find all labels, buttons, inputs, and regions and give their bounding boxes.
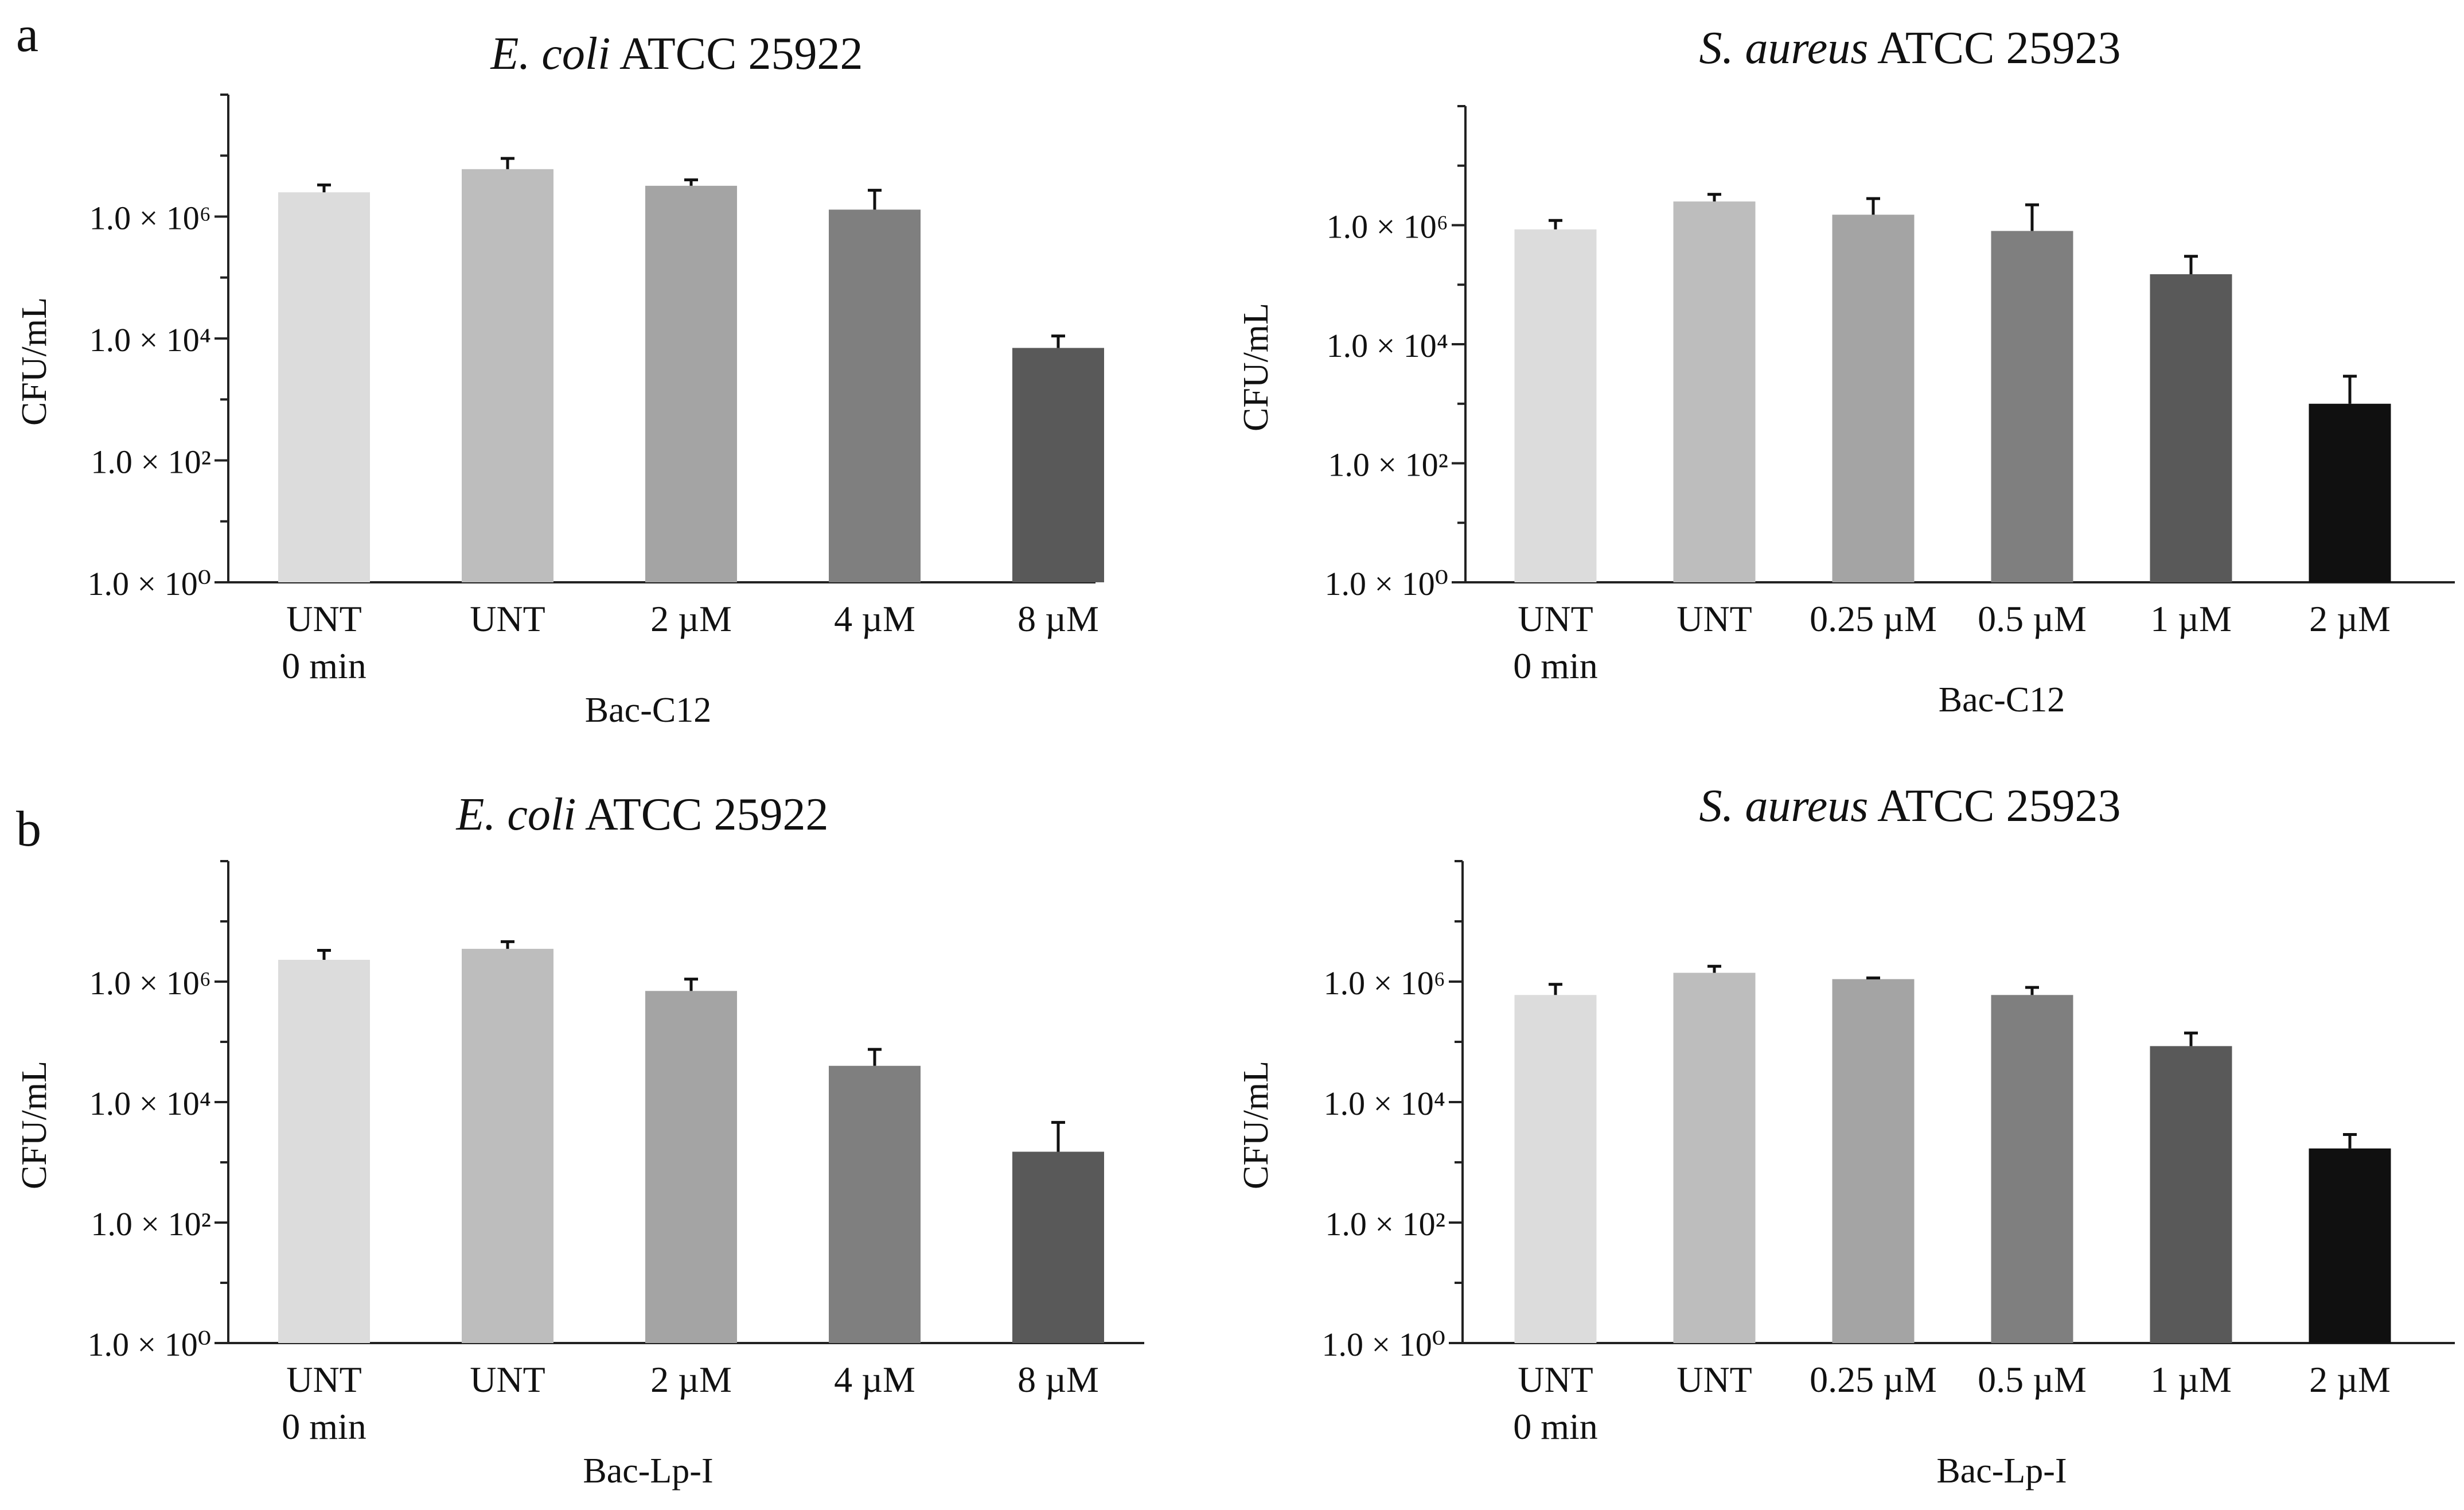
chart-title-species: S. aureus [1699, 23, 1869, 73]
y-tick-label: 1.0 × 10⁰ [88, 1326, 211, 1363]
bar [829, 1065, 921, 1343]
chart-a-ecoli: E. coli ATCC 25922 CFU/mL 1.0 × 10⁰ 1.0 × 1… [15, 29, 1104, 730]
panel-label-a: a [16, 7, 39, 63]
x-tick-label: UNT [1677, 1359, 1752, 1400]
y-tick-label: 1.0 × 10² [91, 443, 211, 481]
x-axis-label: Bac-C12 [585, 691, 711, 730]
y-axis-label: CFU/mL [1237, 303, 1276, 431]
y-tick-label: 1.0 × 10⁶ [89, 200, 211, 237]
y-tick-label: 1.0 × 10² [1328, 446, 1448, 484]
bar [1673, 972, 1756, 1343]
chart-title-species: E. coli [490, 29, 611, 79]
y-tick-label: 1.0 × 10⁶ [1327, 208, 1448, 246]
y-tick-label: 1.0 × 10⁰ [88, 565, 211, 602]
bar [1012, 1151, 1104, 1343]
x-tick-label: UNT [1677, 598, 1752, 639]
bar [278, 960, 370, 1343]
x-tick-label: UNT [470, 1359, 545, 1400]
chart-title: E. coli ATCC 25922 [456, 789, 829, 840]
x-axis-label: Bac-Lp-I [583, 1451, 713, 1490]
bar [2150, 274, 2232, 582]
x-tick-label: 2 µM [650, 598, 732, 639]
chart-title-strain: ATCC 25922 [610, 29, 863, 79]
x-tick-label: 0 min [282, 1406, 367, 1447]
x-axis-label: Bac-Lp-I [1936, 1451, 2067, 1490]
y-tick-label: 1.0 × 10⁴ [1324, 1085, 1445, 1122]
x-tick-label: 1 µM [2150, 598, 2232, 639]
x-tick-label: 0.5 µM [1978, 1359, 2087, 1400]
panel-label-b: b [16, 801, 41, 857]
x-axis-label: Bac-C12 [1939, 680, 2065, 719]
bar [2309, 1148, 2391, 1343]
x-tick-label: 4 µM [834, 1359, 915, 1400]
bar [462, 948, 553, 1343]
chart-title-strain: ATCC 25923 [1868, 23, 2120, 73]
chart-title-species: S. aureus [1699, 781, 1869, 831]
bar [278, 192, 370, 582]
bar [829, 209, 921, 582]
y-tick-label: 1.0 × 10⁶ [1324, 964, 1445, 1002]
y-tick-label: 1.0 × 10⁴ [1327, 327, 1448, 364]
x-tick-label: 2 µM [650, 1359, 732, 1400]
x-tick-label: 2 µM [2309, 598, 2391, 639]
x-tick-label: 1 µM [2150, 1359, 2232, 1400]
bar [645, 185, 737, 582]
y-tick-label: 1.0 × 10⁶ [89, 964, 211, 1002]
y-tick-label: 1.0 × 10⁴ [89, 1085, 211, 1122]
chart-title: S. aureus ATCC 25923 [1699, 23, 2121, 73]
bar [1514, 995, 1597, 1343]
chart-title-species: E. coli [456, 789, 576, 840]
x-tick-label: 0.5 µM [1978, 598, 2087, 639]
x-tick-label: UNT [1518, 598, 1593, 639]
x-tick-label: 0.25 µM [1810, 1359, 1937, 1400]
chart-b-ecoli: E. coli ATCC 25922 CFU/mL 1.0 × 10⁰ 1.0 × 1… [15, 789, 1144, 1490]
y-tick-label: 1.0 × 10⁰ [1322, 1326, 1445, 1363]
y-tick-label: 1.0 × 10⁰ [1325, 565, 1448, 602]
y-axis-label: CFU/mL [1237, 1061, 1276, 1189]
chart-title-strain: ATCC 25923 [1868, 781, 2120, 831]
y-tick-label: 1.0 × 10² [1325, 1205, 1445, 1243]
x-tick-label: 0 min [1513, 1406, 1598, 1447]
x-tick-label: 0.25 µM [1810, 598, 1937, 639]
bar [1673, 201, 1756, 582]
x-tick-label: 8 µM [1017, 1359, 1099, 1400]
bar [1991, 231, 2073, 582]
x-tick-label: 0 min [1513, 645, 1598, 686]
y-tick-label: 1.0 × 10⁴ [89, 321, 211, 359]
x-tick-label: UNT [286, 598, 362, 639]
bar [462, 169, 553, 583]
chart-a-saureus: S. aureus ATCC 25923 CFU/mL 1.0 × 10⁰ 1.0 ×… [1237, 23, 2455, 719]
x-tick-label: 4 µM [834, 598, 915, 639]
bar [2309, 403, 2391, 582]
bar [1514, 229, 1597, 583]
x-tick-label: 2 µM [2309, 1359, 2391, 1400]
x-tick-label: UNT [470, 598, 545, 639]
y-axis-label: CFU/mL [15, 297, 54, 426]
y-tick-label: 1.0 × 10² [91, 1205, 211, 1243]
chart-title: E. coli ATCC 25922 [490, 29, 863, 79]
x-tick-label: UNT [1518, 1359, 1593, 1400]
bar [1012, 348, 1104, 582]
x-tick-label: 0 min [282, 645, 367, 686]
x-tick-label: 8 µM [1017, 598, 1099, 639]
chart-title-strain: ATCC 25922 [576, 789, 828, 840]
chart-title: S. aureus ATCC 25923 [1699, 781, 2121, 831]
bar [2150, 1046, 2232, 1343]
bar [1832, 215, 1915, 582]
x-tick-label: UNT [286, 1359, 362, 1400]
chart-b-saureus: S. aureus ATCC 25923 CFU/mL 1.0 × 10⁰ 1.0 ×… [1237, 781, 2455, 1490]
bar [1832, 979, 1915, 1343]
y-axis-label: CFU/mL [15, 1061, 54, 1189]
bar [645, 991, 737, 1343]
bar [1991, 995, 2073, 1343]
